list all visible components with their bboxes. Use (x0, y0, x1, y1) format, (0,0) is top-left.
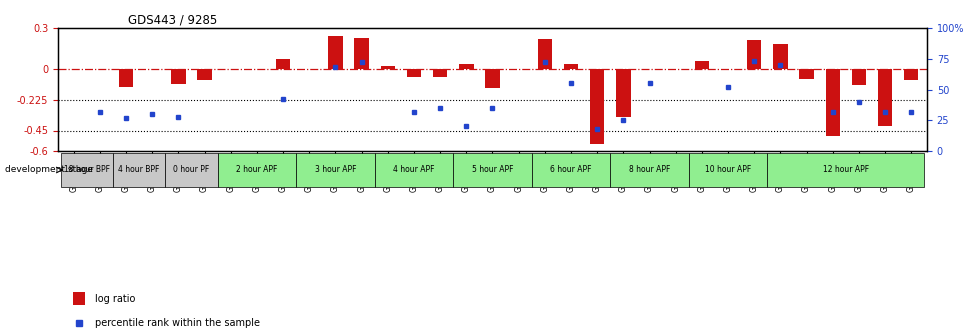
Bar (746, 40, 761, 69)
Bar (73, 292, 85, 305)
Bar (689, 153, 767, 187)
Bar (563, 64, 578, 69)
Bar (851, 69, 866, 85)
Text: 0 hour PF: 0 hour PF (173, 166, 209, 174)
Bar (112, 153, 165, 187)
Bar (296, 153, 375, 187)
Bar (799, 69, 813, 79)
Text: 3 hour APF: 3 hour APF (314, 166, 356, 174)
Text: 10 hour APF: 10 hour APF (704, 166, 750, 174)
Bar (432, 69, 447, 77)
Text: 12 hour APF: 12 hour APF (822, 166, 868, 174)
Text: development stage: development stage (5, 166, 93, 174)
Bar (694, 61, 708, 69)
Bar (531, 153, 609, 187)
Bar (590, 69, 603, 144)
Text: 18 hour BPF: 18 hour BPF (64, 166, 110, 174)
Bar (485, 69, 499, 88)
Text: 8 hour APF: 8 hour APF (628, 166, 670, 174)
Bar (537, 39, 552, 69)
Bar (375, 153, 453, 187)
Bar (171, 69, 186, 84)
Bar (217, 153, 296, 187)
Text: 2 hour APF: 2 hour APF (236, 166, 278, 174)
Text: 4 hour APF: 4 hour APF (393, 166, 434, 174)
Text: 5 hour APF: 5 hour APF (471, 166, 512, 174)
Bar (459, 64, 473, 69)
Bar (824, 69, 839, 136)
Bar (165, 153, 217, 187)
Bar (903, 69, 917, 80)
Bar (198, 69, 211, 80)
Bar (354, 38, 369, 69)
Bar (609, 153, 689, 187)
Text: log ratio: log ratio (95, 294, 135, 304)
Bar (61, 153, 112, 187)
Text: percentile rank within the sample: percentile rank within the sample (95, 318, 260, 328)
Bar (767, 153, 923, 187)
Text: GDS443 / 9285: GDS443 / 9285 (127, 14, 216, 27)
Bar (328, 36, 342, 69)
Bar (877, 69, 891, 126)
Bar (615, 69, 630, 117)
Bar (407, 69, 421, 77)
Bar (453, 153, 531, 187)
Bar (276, 59, 290, 69)
Text: 4 hour BPF: 4 hour BPF (118, 166, 159, 174)
Bar (380, 66, 394, 69)
Bar (118, 69, 133, 87)
Bar (773, 44, 787, 69)
Text: 6 hour APF: 6 hour APF (550, 166, 591, 174)
